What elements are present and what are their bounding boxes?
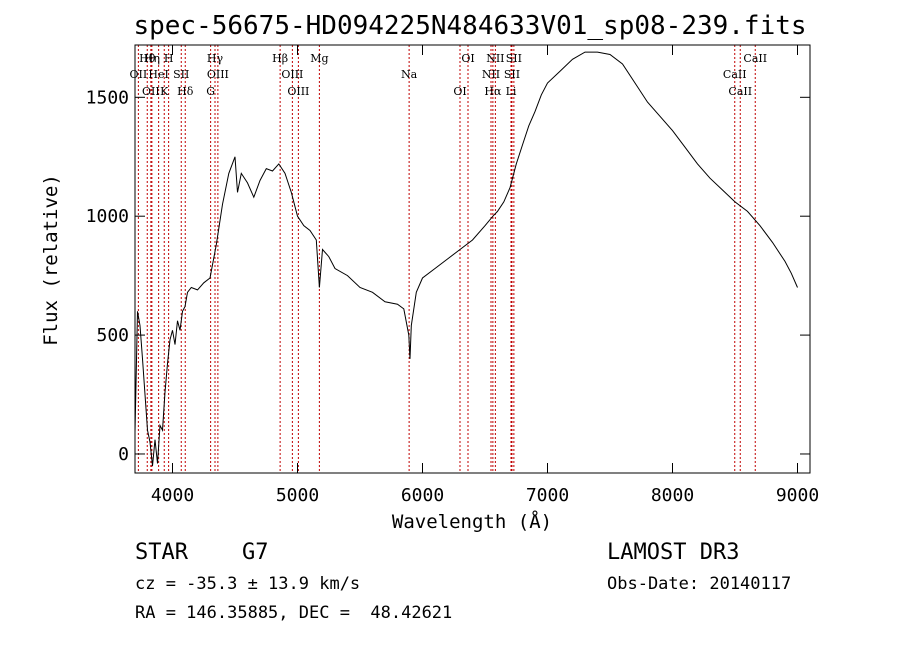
emission-line-label: HeI xyxy=(148,68,168,81)
spectral-subclass: G7 xyxy=(242,540,269,565)
x-axis-ticks: 4000 5000 6000 7000 8000 9000 xyxy=(151,45,819,506)
emission-line-label: OI xyxy=(461,52,474,65)
y-axis-ticks: 0 500 1000 1500 xyxy=(86,87,810,465)
emission-line-label: Li xyxy=(506,85,517,98)
emission-line-label: CaII xyxy=(743,52,767,65)
x-tick-label: 8000 xyxy=(651,485,694,506)
emission-line-label: Na xyxy=(401,68,418,81)
emission-line-label: SII xyxy=(173,68,189,81)
emission-line-label: Hα xyxy=(484,85,502,98)
coordinates: RA = 146.35885, DEC = 48.42621 xyxy=(135,603,453,623)
redshift-value: cz = -35.3 ± 13.9 km/s xyxy=(135,574,361,594)
x-tick-label: 5000 xyxy=(276,485,319,506)
spectrum-series-line xyxy=(134,51,798,466)
emission-line-label: NII xyxy=(482,68,500,81)
emission-line-label: Hδ xyxy=(177,85,194,98)
emission-line-label: CaII xyxy=(728,85,752,98)
emission-line-label: OI xyxy=(453,85,466,98)
emission-line-label: OII xyxy=(130,68,148,81)
spectral-class: STAR xyxy=(135,540,188,565)
emission-line-label: CaII xyxy=(723,68,747,81)
emission-line-label: SII xyxy=(506,52,522,65)
emission-line-label: OIII xyxy=(207,68,229,81)
x-tick-label: 6000 xyxy=(401,485,444,506)
y-axis-label: Flux (relative) xyxy=(40,174,62,346)
emission-line-label: G xyxy=(206,85,215,98)
y-tick-label: 1500 xyxy=(86,87,129,108)
emission-line-label: SII xyxy=(504,68,520,81)
emission-line-label: OII xyxy=(142,85,160,98)
emission-line-label: Mg xyxy=(310,52,328,65)
y-tick-label: 500 xyxy=(96,325,129,346)
plot-frame xyxy=(134,44,811,474)
emission-line-label: OIII xyxy=(281,68,303,81)
x-tick-label: 9000 xyxy=(776,485,819,506)
emission-line-label: H xyxy=(164,52,174,65)
emission-line-labels: Hθ OII OII Hη HeI K H SII Hδ Hγ OIII G Hβ OIII OIII Mg N… xyxy=(130,52,768,98)
x-tick-label: 4000 xyxy=(151,485,194,506)
emission-line-label: Hβ xyxy=(272,52,288,65)
y-tick-label: 1000 xyxy=(86,206,129,227)
emission-line-label: K xyxy=(160,85,169,98)
emission-line-label: OIII xyxy=(287,85,309,98)
emission-lines xyxy=(137,45,756,473)
emission-line-label: Hθ xyxy=(139,52,156,65)
y-tick-label: 0 xyxy=(118,444,129,465)
x-tick-label: 7000 xyxy=(526,485,569,506)
x-axis-label: Wavelength (Å) xyxy=(392,510,552,533)
survey-name: LAMOST DR3 xyxy=(607,540,740,565)
emission-line-label: Hη xyxy=(144,52,160,65)
emission-line-label: NII xyxy=(486,52,504,65)
chart-title: spec-56675-HD094225N484633V01_sp08-239.f… xyxy=(133,11,806,41)
emission-line-label: Hγ xyxy=(207,52,224,65)
observation-date: Obs-Date: 20140117 xyxy=(607,574,792,594)
